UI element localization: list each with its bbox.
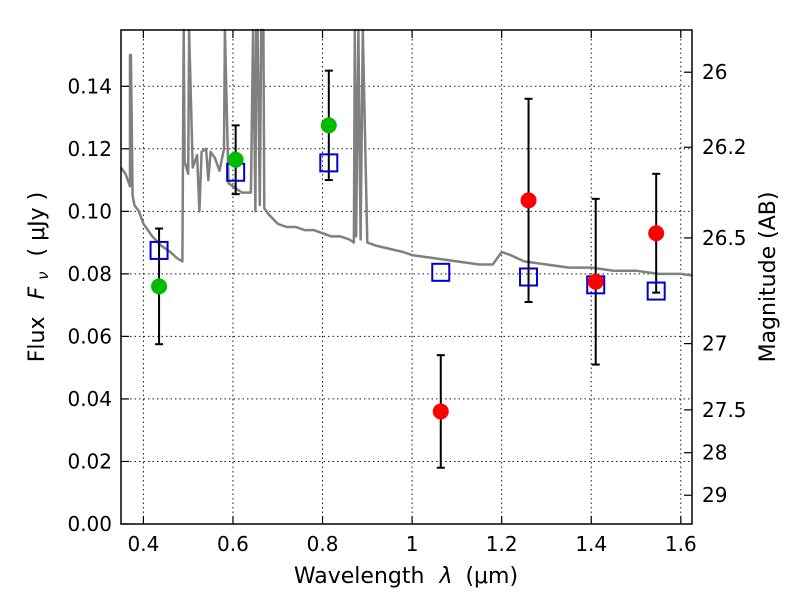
right-tick-label: 28	[702, 441, 727, 465]
observed-point	[151, 278, 168, 295]
marker-layer	[149, 117, 666, 420]
right-tick-label: 27.5	[702, 398, 747, 422]
y-axis-subscript: ν	[34, 271, 52, 279]
tick-layer: 0.4 0.6 0.8 1 1.2 1.4 1.6 0.00 0.02 0.04 0.06 0.08 0…	[67, 30, 747, 556]
y-tick-label: 0.08	[67, 262, 112, 286]
y-tick-label: 0.10	[67, 199, 112, 223]
x-axis-units: (μm)	[465, 564, 518, 589]
x-tick-label: 0.6	[217, 532, 249, 556]
model-point	[646, 281, 666, 301]
right-tick-label: 27	[702, 332, 727, 356]
y-tick-label: 0.12	[67, 137, 112, 161]
x-tick-label: 0.4	[127, 532, 159, 556]
y-axis-title: Flux F ν ( μJy )	[25, 192, 54, 362]
y-axis-label: Flux	[25, 316, 50, 362]
right-axis-title: Magnitude (AB)	[756, 192, 781, 363]
observed-point	[648, 225, 665, 242]
y-tick-label: 0.00	[67, 512, 112, 536]
observed-point	[227, 151, 244, 168]
observed-point	[432, 403, 449, 420]
model-point	[431, 262, 451, 282]
model-point	[319, 153, 339, 173]
observed-point	[320, 117, 337, 134]
model-point	[519, 267, 539, 287]
y-tick-label: 0.02	[67, 449, 112, 473]
plot-frame	[120, 29, 693, 525]
y-tick-label: 0.04	[67, 387, 112, 411]
x-axis-label: Wavelength	[294, 564, 425, 589]
y-tick-label: 0.06	[67, 324, 112, 348]
observed-point	[520, 192, 537, 209]
x-axis-symbol: λ	[438, 564, 452, 589]
x-axis-title: Wavelength λ (μm)	[294, 564, 518, 589]
y-axis-units: ( μJy )	[25, 192, 50, 257]
x-tick-label: 1	[406, 532, 419, 556]
x-tick-label: 1.4	[575, 532, 607, 556]
x-tick-label: 0.8	[307, 532, 339, 556]
observed-point	[587, 273, 604, 290]
x-tick-label: 1.2	[486, 532, 518, 556]
right-tick-label: 26	[702, 60, 727, 84]
right-tick-label: 29	[702, 483, 727, 507]
x-tick-label: 1.6	[665, 532, 697, 556]
y-tick-label: 0.14	[67, 74, 112, 98]
right-tick-label: 26.5	[702, 226, 747, 250]
right-tick-label: 26.2	[702, 135, 747, 159]
model-point	[149, 240, 169, 260]
y-axis-symbol: F	[25, 286, 50, 299]
